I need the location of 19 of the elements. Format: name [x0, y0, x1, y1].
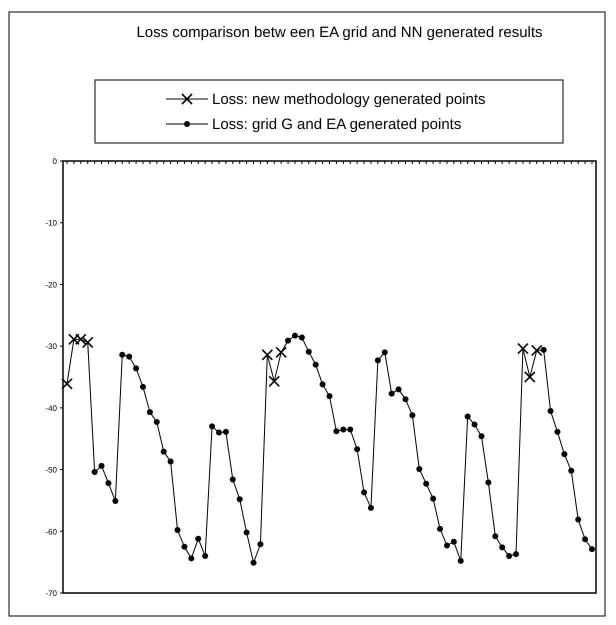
point [268, 376, 280, 388]
legend-label: Loss: new methodology generated points [212, 91, 486, 108]
point [82, 336, 94, 348]
y-tick-label: -30 [45, 342, 58, 352]
point [530, 344, 543, 356]
point [61, 378, 73, 390]
point [524, 371, 536, 383]
legend-label: Loss: grid G and EA generated points [212, 116, 462, 133]
y-tick-label: 0 [52, 157, 58, 166]
y-tick-label: -20 [45, 280, 58, 290]
y-tick-label: -10 [45, 218, 58, 228]
point [275, 346, 287, 358]
point [517, 342, 529, 354]
chart-title: Loss comparison betw een EA grid and NN generated results [136, 24, 543, 41]
y-tick-label: -70 [45, 589, 58, 598]
point [262, 348, 274, 361]
y-tick-label: -40 [45, 404, 58, 413]
y-tick-label: -50 [45, 466, 58, 475]
y-tick-label: -60 [45, 527, 58, 536]
